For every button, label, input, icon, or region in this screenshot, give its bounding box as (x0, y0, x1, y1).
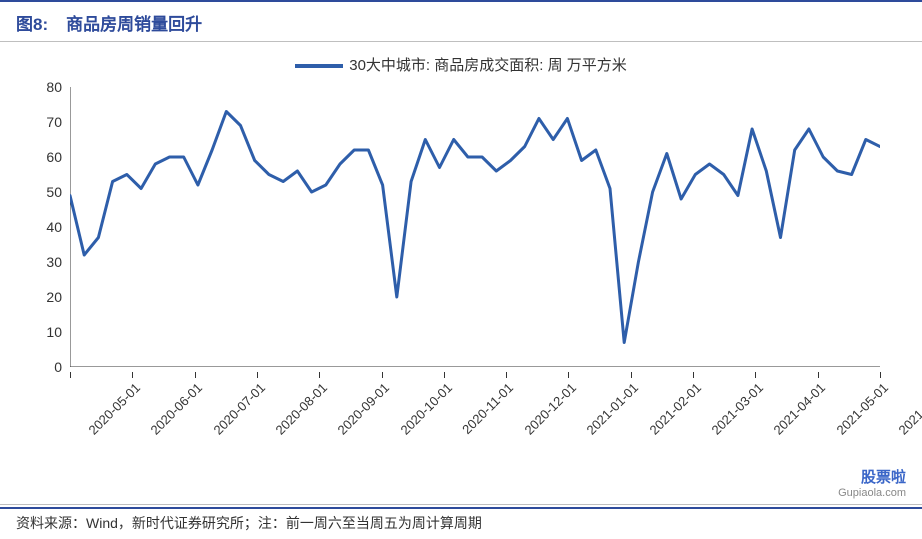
figure-title-row: 图8: 商品房周销量回升 (0, 2, 922, 41)
x-tick-label: 2021-01-01 (584, 380, 642, 438)
plot (70, 87, 880, 367)
figure-label: 图8: (16, 10, 48, 35)
x-tick-mark (382, 372, 383, 378)
y-tick-label: 0 (2, 359, 62, 375)
x-tick-label: 2021-02-01 (646, 380, 704, 438)
legend: 30大中城市: 商品房成交面积: 周 万平方米 (0, 54, 922, 75)
y-axis-ticks: 01020304050607080 (0, 87, 62, 367)
x-tick-mark (693, 372, 694, 378)
y-tick-label: 10 (2, 324, 62, 340)
watermark: 股票啦 Gupiaola.com (838, 466, 906, 499)
x-tick-label: 2020-05-01 (85, 380, 143, 438)
x-axis-ticks: 2020-05-012020-06-012020-07-012020-08-01… (70, 372, 880, 462)
x-tick-label: 2020-12-01 (522, 380, 580, 438)
x-tick-mark (755, 372, 756, 378)
figure-title: 商品房周销量回升 (66, 15, 202, 34)
y-tick-label: 20 (2, 289, 62, 305)
x-tick-label: 2020-08-01 (272, 380, 330, 438)
x-tick-label: 2020-10-01 (397, 380, 455, 438)
x-tick-mark (319, 372, 320, 378)
x-tick-mark (818, 372, 819, 378)
x-tick-mark (880, 372, 881, 378)
x-tick-mark (631, 372, 632, 378)
x-tick-mark (195, 372, 196, 378)
legend-swatch (295, 64, 343, 68)
line-chart-svg (70, 87, 880, 367)
x-tick-label: 2020-11-01 (459, 380, 516, 437)
x-tick-mark (132, 372, 133, 378)
legend-label: 30大中城市: 商品房成交面积: 周 万平方米 (349, 57, 627, 74)
x-tick-label: 2020-06-01 (148, 380, 206, 438)
source-text: 资料来源：Wind，新时代证券研究所；注：前一周六至当周五为周计算周期 (16, 513, 482, 533)
watermark-bottom: Gupiaola.com (838, 487, 906, 499)
y-tick-label: 70 (2, 114, 62, 130)
chart-area: 30大中城市: 商品房成交面积: 周 万平方米 0 10 20 30 40 50 60 70 8… (0, 42, 922, 482)
footer-rule-thin (0, 504, 922, 505)
x-tick-mark (257, 372, 258, 378)
y-tick-label: 60 (2, 149, 62, 165)
footer-rule-thick (0, 507, 922, 509)
x-tick-mark (568, 372, 569, 378)
y-tick-label: 30 (2, 254, 62, 270)
y-tick-label: 80 (2, 79, 62, 95)
x-tick-mark (444, 372, 445, 378)
x-tick-label: 2020-07-01 (210, 380, 268, 438)
series-line (70, 112, 880, 343)
x-tick-mark (506, 372, 507, 378)
x-tick-mark (70, 372, 71, 378)
y-tick-label: 40 (2, 219, 62, 235)
y-tick-label: 50 (2, 184, 62, 200)
x-tick-label: 2021-05-01 (833, 380, 891, 438)
x-tick-label: 2021-03-01 (709, 380, 767, 438)
watermark-top: 股票啦 (838, 466, 906, 487)
x-tick-label: 2020-09-01 (335, 380, 393, 438)
x-tick-label: 2021-06-01 (895, 380, 922, 438)
x-tick-label: 2021-04-01 (771, 380, 829, 438)
